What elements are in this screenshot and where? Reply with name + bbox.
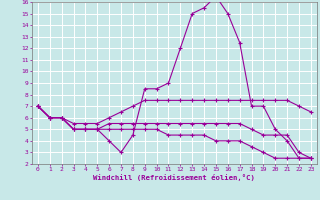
X-axis label: Windchill (Refroidissement éolien,°C): Windchill (Refroidissement éolien,°C) — [93, 174, 255, 181]
